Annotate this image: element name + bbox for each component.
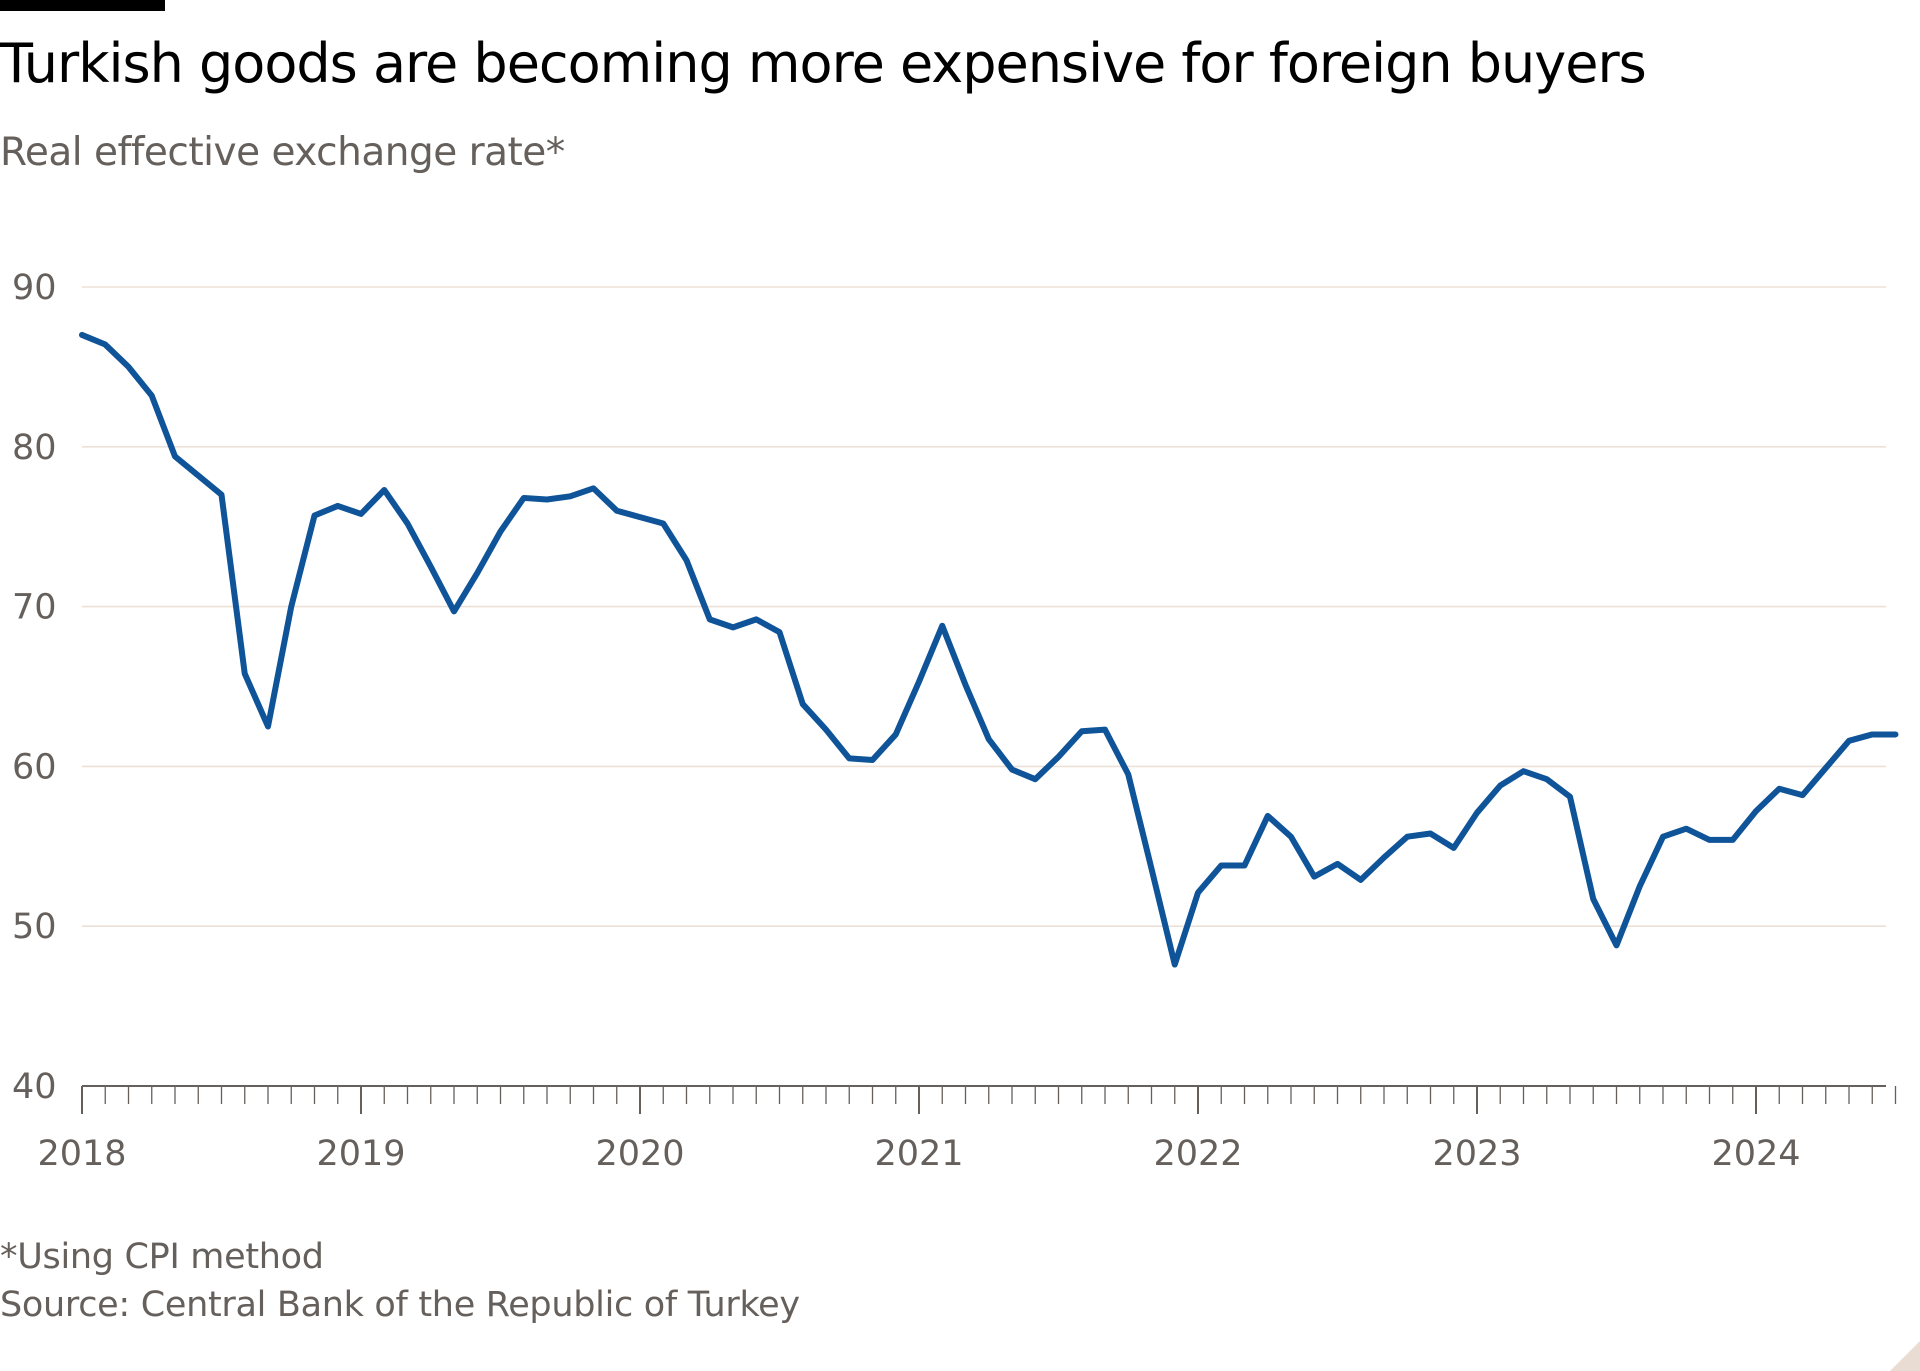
x-tick-label: 2021 bbox=[874, 1134, 963, 1174]
y-tick-label: 60 bbox=[12, 747, 57, 787]
y-tick-label: 80 bbox=[12, 428, 57, 468]
y-tick-label: 40 bbox=[12, 1067, 57, 1107]
y-tick-label: 90 bbox=[12, 268, 57, 308]
x-tick-label: 2024 bbox=[1711, 1134, 1800, 1174]
gridlines bbox=[82, 286, 1886, 1087]
x-tick-label: 2022 bbox=[1153, 1134, 1242, 1174]
axis-labels: 40 50 60 70 80 90 2018 2019 2020 2021 2022 2023 2024 bbox=[12, 268, 1801, 1174]
source-note: Source: Central Bank of the Republic of … bbox=[0, 1285, 800, 1325]
chart-title: Turkish goods are becoming more expensiv… bbox=[0, 32, 1647, 95]
x-tick-label: 2020 bbox=[595, 1134, 684, 1174]
x-tick-label: 2018 bbox=[37, 1134, 126, 1174]
x-tick-label: 2019 bbox=[316, 1134, 405, 1174]
series-layer bbox=[79, 331, 1899, 968]
corner-fold bbox=[1890, 1341, 1920, 1371]
brand-bar bbox=[0, 0, 165, 11]
y-tick-label: 70 bbox=[12, 588, 57, 628]
chart-subtitle: Real effective exchange rate* bbox=[0, 130, 565, 175]
x-tick-label: 2023 bbox=[1432, 1134, 1521, 1174]
footnote: *Using CPI method bbox=[0, 1237, 324, 1277]
x-axis bbox=[81, 1086, 1897, 1114]
y-tick-label: 50 bbox=[12, 907, 57, 947]
series-line-0 bbox=[79, 331, 1899, 968]
